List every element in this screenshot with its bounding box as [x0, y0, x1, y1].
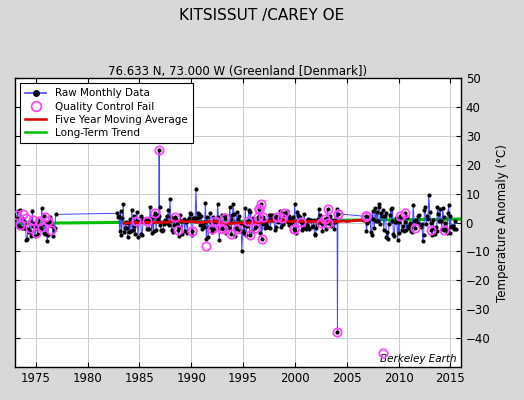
- Text: Berkeley Earth: Berkeley Earth: [380, 354, 456, 364]
- Y-axis label: Temperature Anomaly (°C): Temperature Anomaly (°C): [496, 144, 509, 302]
- Title: 76.633 N, 73.000 W (Greenland [Denmark]): 76.633 N, 73.000 W (Greenland [Denmark]): [108, 65, 367, 78]
- Legend: Raw Monthly Data, Quality Control Fail, Five Year Moving Average, Long-Term Tren: Raw Monthly Data, Quality Control Fail, …: [20, 83, 192, 143]
- Text: KITSISSUT /CAREY OE: KITSISSUT /CAREY OE: [179, 8, 345, 23]
